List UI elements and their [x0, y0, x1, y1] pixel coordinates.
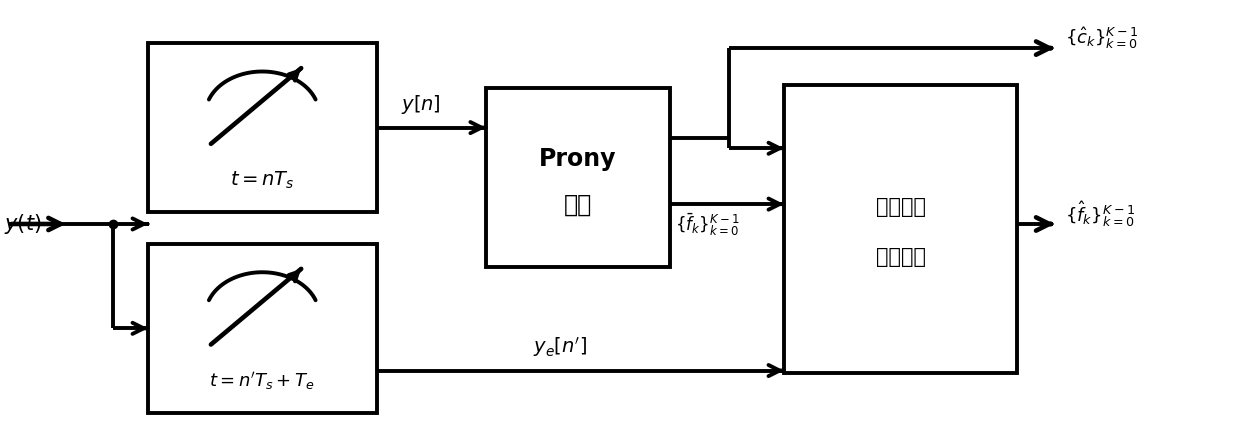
Polygon shape	[148, 244, 377, 413]
Text: $\{\hat{f}_k\}_{k=0}^{K-1}$: $\{\hat{f}_k\}_{k=0}^{K-1}$	[1065, 199, 1135, 229]
Text: $t = n'T_s + T_e$: $t = n'T_s + T_e$	[210, 370, 315, 392]
Text: Prony: Prony	[539, 147, 616, 171]
Text: 算法: 算法	[564, 193, 591, 217]
Text: $t = nT_s$: $t = nT_s$	[229, 170, 295, 191]
Text: 参数联合: 参数联合	[875, 197, 926, 217]
Text: $\{\hat{c}_k\}_{k=0}^{K-1}$: $\{\hat{c}_k\}_{k=0}^{K-1}$	[1065, 25, 1138, 51]
Text: $y_e[n']$: $y_e[n']$	[533, 335, 588, 358]
Polygon shape	[486, 88, 670, 267]
Polygon shape	[784, 85, 1018, 373]
Text: $y[n]$: $y[n]$	[402, 93, 441, 116]
Text: $\{\bar{f}_k\}_{k=0}^{K-1}$: $\{\bar{f}_k\}_{k=0}^{K-1}$	[675, 212, 739, 239]
Text: 估计算法: 估计算法	[875, 247, 926, 267]
Polygon shape	[148, 43, 377, 212]
Text: $y(t)$: $y(t)$	[4, 212, 41, 236]
